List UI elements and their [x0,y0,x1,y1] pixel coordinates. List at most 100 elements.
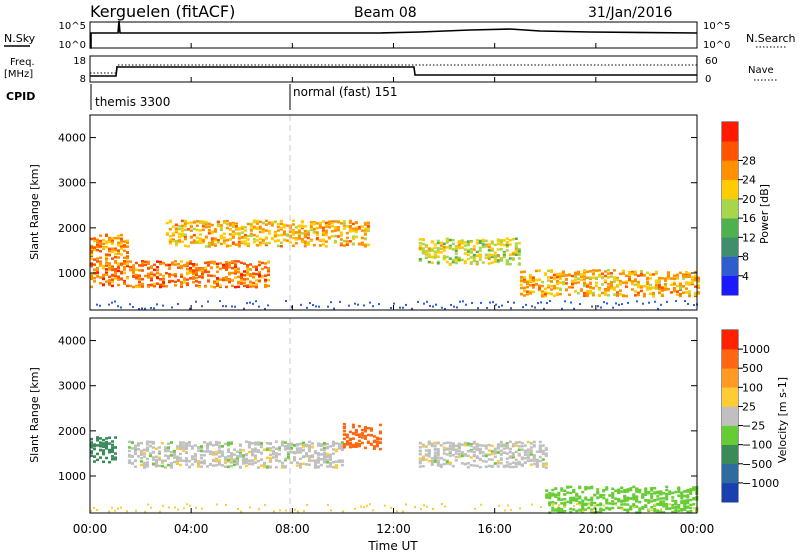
echo-cell [114,236,117,240]
noise-cell [597,305,599,308]
echo-cell [289,461,293,465]
echo-cell [657,278,661,282]
echo-cell [322,451,326,455]
echo-cell [460,246,464,249]
velocity-ylabel: Slant Range [km] [28,367,41,463]
echo-cell [231,241,235,244]
echo-cell [572,490,576,494]
echo-cell [626,510,630,514]
echo-cell [529,458,533,462]
echo-cell [145,457,149,461]
echo-cell [662,500,666,503]
echo-cell [307,449,311,453]
echo-cell [129,268,132,272]
echo-cell [237,275,240,279]
echo-cell [288,241,292,244]
echo-cell [315,231,319,234]
echo-cell [321,231,325,235]
n-sky-label: N.Sky [4,32,36,45]
echo-cell [671,499,675,502]
echo-cell [611,506,615,510]
echo-cell [609,275,613,278]
echo-cell [514,253,518,256]
echo-cell [169,454,173,457]
echo-cell [511,258,515,261]
echo-cell [348,443,352,446]
echo-cell [439,463,443,467]
echo-cell [114,274,117,278]
echo-cell [457,243,461,247]
echo-cell [555,273,559,276]
echo-cell [256,459,260,463]
echo-cell [624,274,628,277]
noise-cell [507,300,509,303]
echo-cell [541,444,545,447]
echo-cell [120,242,123,245]
echo-cell [439,241,443,245]
echo-cell [563,497,567,501]
echo-cell [294,238,298,241]
echo-cell [169,462,173,465]
echo-cell [558,275,562,278]
echo-cell [541,462,545,466]
echo-cell [345,236,349,240]
noise-cell [96,508,98,511]
echo-cell [274,440,278,443]
echo-cell [469,262,473,265]
echo-cell [252,273,255,277]
echo-cell [117,241,120,245]
echo-cell [611,502,615,506]
echo-cell [255,239,259,242]
echo-cell [214,442,218,445]
echo-cell [306,236,310,240]
echo-cell [322,442,326,445]
n-search-label: N.Search [746,32,796,45]
echo-cell [303,240,307,243]
echo-cell [629,487,633,490]
echo-cell [99,245,102,248]
echo-cell [478,465,482,469]
echo-cell [680,501,684,505]
echo-cell [493,447,497,451]
echo-cell [336,220,340,224]
echo-cell [315,233,319,237]
echo-cell [249,227,253,231]
echo-cell [222,241,226,245]
echo-cell [351,235,355,238]
noise-cell [231,305,233,308]
echo-cell [285,224,289,227]
echo-cell [671,491,675,495]
echo-cell [180,266,183,269]
echo-cell [466,442,470,446]
echo-cell [255,219,259,223]
echo-cell [111,239,114,242]
echo-cell [623,508,627,512]
echo-cell [579,288,583,291]
echo-cell [645,282,649,285]
echo-cell [354,445,358,448]
colorbar-tick-label: 12 [742,231,756,244]
echo-cell [225,278,228,282]
noise-cell [252,302,254,305]
echo-cell [189,225,193,229]
echo-cell [267,284,270,288]
echo-cell [90,251,93,255]
echo-cell [569,498,573,501]
echo-cell [689,503,693,507]
echo-cell [348,445,352,449]
echo-cell [615,284,619,287]
echo-cell [561,282,565,286]
echo-cell [111,458,114,461]
echo-cell [258,243,262,247]
colorbar-segment [722,406,738,426]
echo-cell [178,456,182,460]
colorbar-segment [722,122,738,142]
echo-cell [645,271,649,275]
echo-cell [183,263,186,267]
echo-cell [202,461,206,465]
echo-cell [563,509,567,513]
echo-cell [351,229,355,233]
echo-cell [493,450,497,453]
echo-cell [337,444,341,448]
echo-cell [123,268,126,271]
